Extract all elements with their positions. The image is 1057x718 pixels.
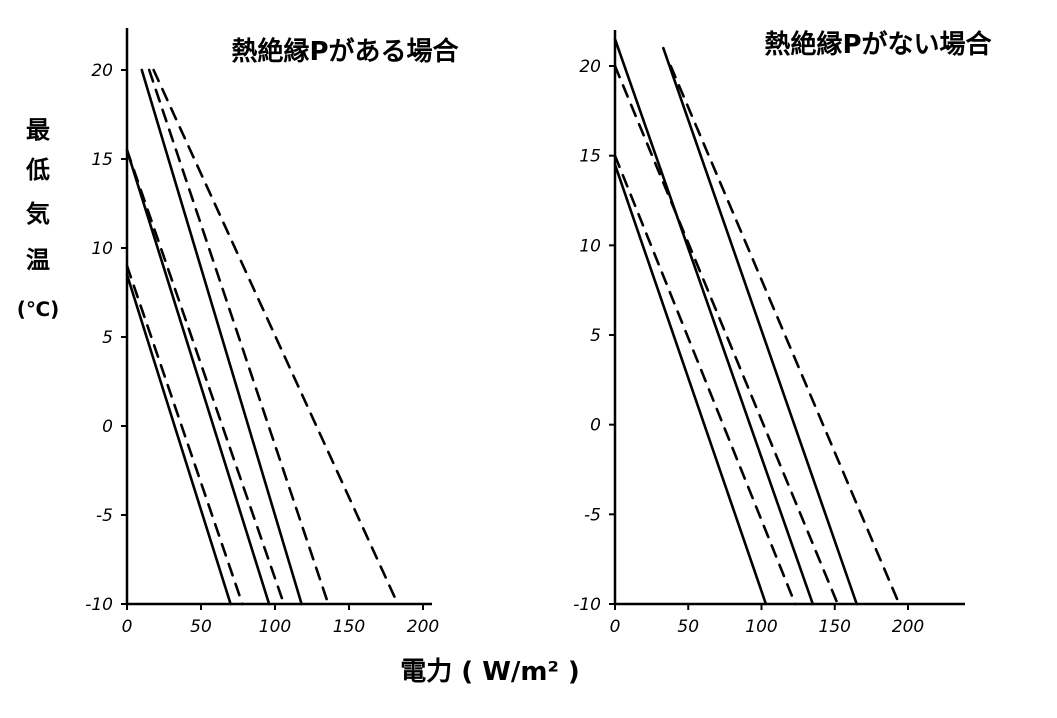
x-axis-label: 電力 ( W/m² ) <box>400 657 580 687</box>
y-tick-label: 20 <box>579 57 601 77</box>
y-axis-label-char: 低 <box>25 156 50 184</box>
y-tick-label: 20 <box>91 61 113 81</box>
chart-title: 熱絶縁Pがある場合 <box>231 36 459 67</box>
y-tick-label: -10 <box>573 595 601 615</box>
y-axis-label-char: 温 <box>26 246 50 274</box>
x-tick-label: 150 <box>333 617 365 637</box>
solid-series-line <box>125 273 232 606</box>
y-tick-label: 10 <box>91 239 113 259</box>
x-tick-label: 0 <box>610 617 621 637</box>
x-tick-label: 0 <box>122 617 133 637</box>
dashed-series-line <box>613 154 797 606</box>
x-tick-label: 150 <box>819 617 851 637</box>
x-tick-label: 100 <box>259 617 291 637</box>
y-tick-label: -5 <box>584 505 601 525</box>
dashed-series-line <box>669 64 901 606</box>
solid-series-line <box>613 37 815 606</box>
dashed-series-line <box>125 148 286 606</box>
y-tick-label: -10 <box>85 595 113 615</box>
y-tick-label: 0 <box>590 416 601 436</box>
solid-series-line <box>125 148 271 606</box>
x-tick-label: 50 <box>677 617 699 637</box>
dashed-series-line <box>125 264 244 606</box>
y-axis-label-char: (℃) <box>17 297 60 321</box>
y-tick-label: 15 <box>579 147 601 167</box>
y-tick-label: 0 <box>102 417 113 437</box>
y-tick-label: 5 <box>102 328 113 348</box>
chart-title: 熱絶縁Pがない場合 <box>764 29 992 60</box>
y-tick-label: 15 <box>91 150 113 170</box>
y-axis-label-char: 最 <box>26 116 51 144</box>
dashed-series-line <box>152 68 400 606</box>
y-tick-label: 5 <box>590 326 601 346</box>
y-axis-label-char: 気 <box>26 200 50 228</box>
x-tick-label: 100 <box>745 617 777 637</box>
solid-series-line <box>613 163 768 606</box>
x-tick-label: 200 <box>892 617 924 637</box>
x-tick-label: 50 <box>190 617 212 637</box>
y-axis-label: 最 低 気 温 (℃) <box>17 116 60 321</box>
dashed-series-line <box>613 64 840 606</box>
dashed-series-line <box>147 68 330 606</box>
y-tick-label: -5 <box>96 506 113 526</box>
solid-series-line <box>140 68 303 606</box>
x-tick-label: 200 <box>407 617 439 637</box>
y-tick-label: 10 <box>579 236 601 256</box>
solid-series-line <box>661 46 859 606</box>
